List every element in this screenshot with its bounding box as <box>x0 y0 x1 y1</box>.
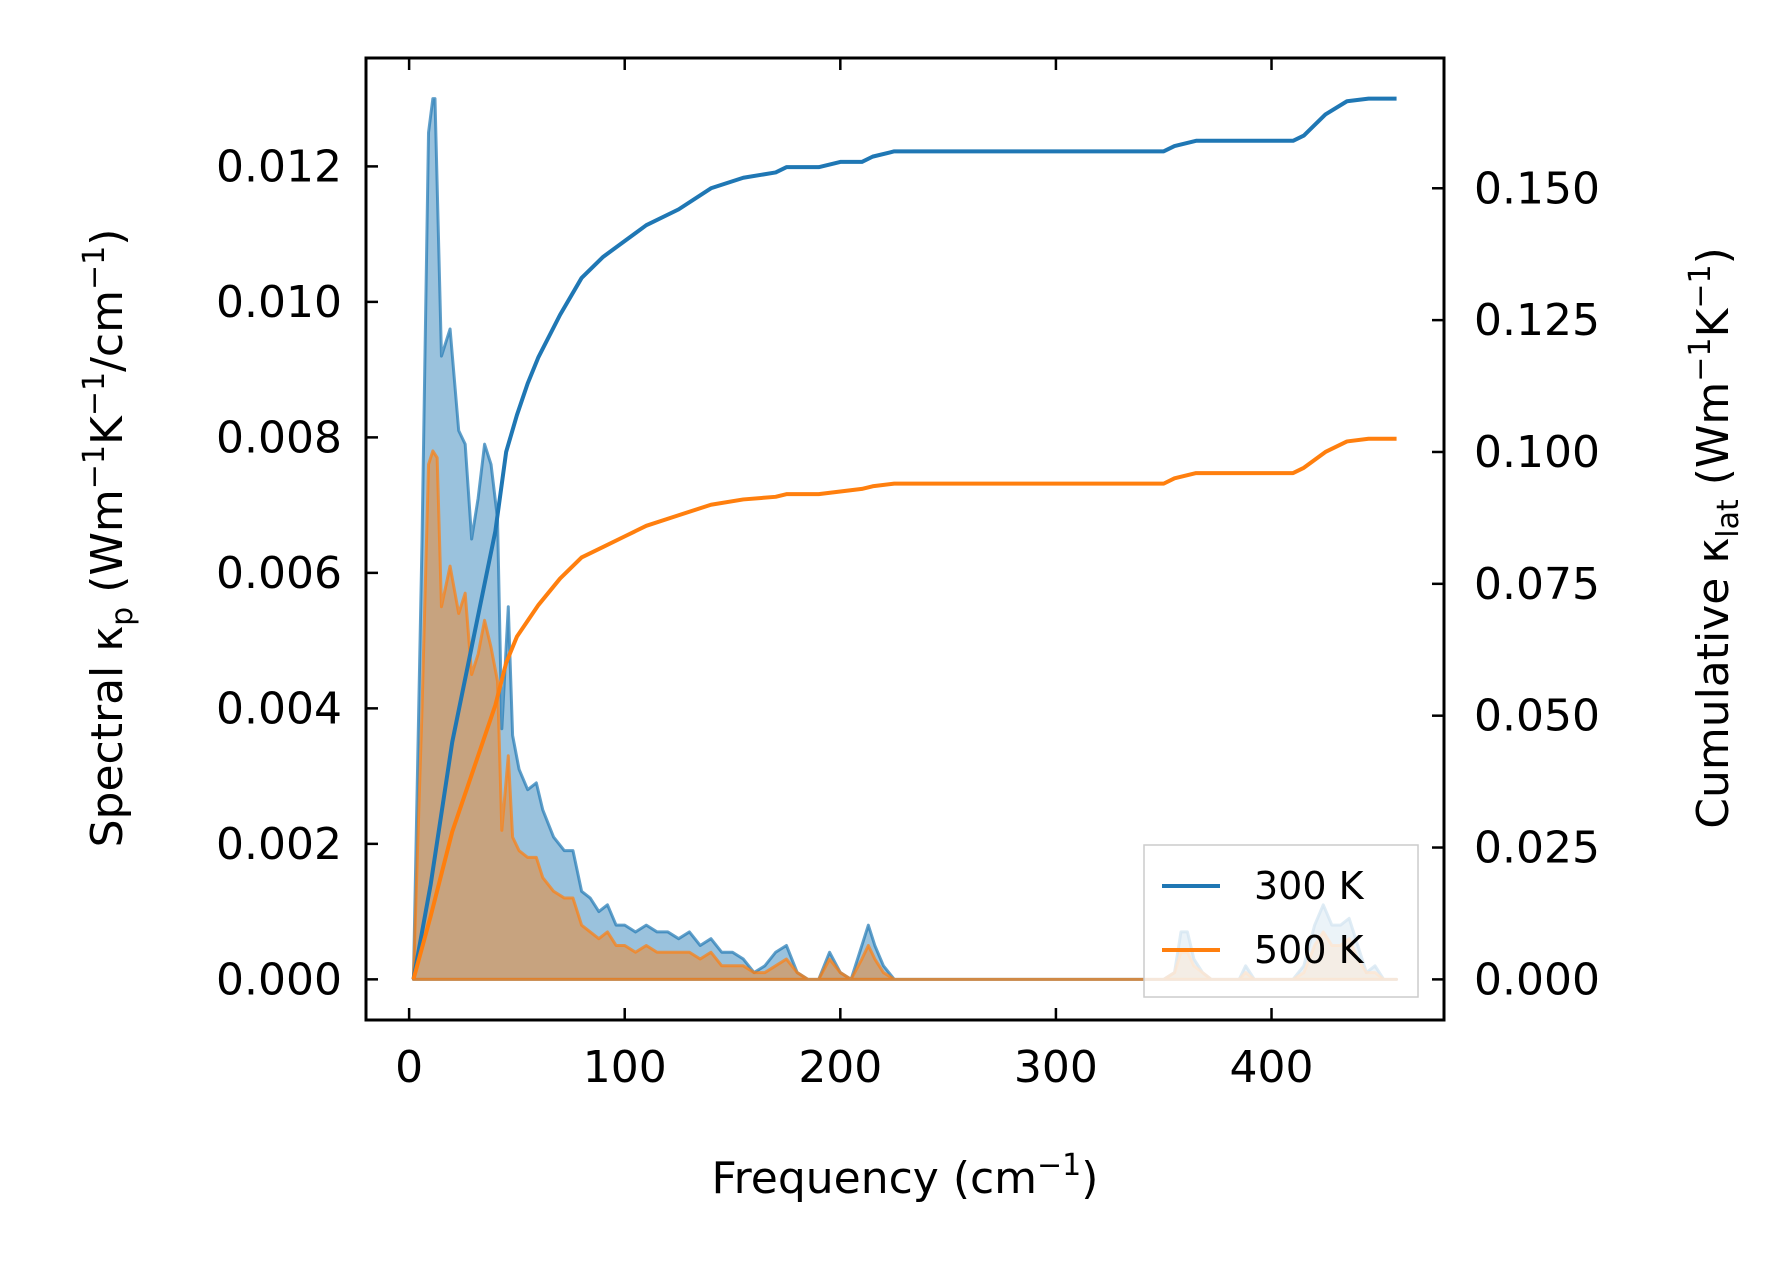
left-axis-label: Spectral κp (Wm−1K−1/cm−1) <box>77 229 140 848</box>
cumulative-line-300k <box>411 96 1397 980</box>
left-tick-label-1: 0.002 <box>216 819 342 870</box>
x-tick-label-4: 400 <box>1230 1042 1314 1093</box>
left-tick-label-6: 0.012 <box>216 141 342 192</box>
cumulative-lines <box>411 96 1397 980</box>
left-tick-label-5: 0.010 <box>216 277 342 328</box>
legend-label-500k: 500 K <box>1254 928 1365 972</box>
x-tick-label-1: 100 <box>583 1042 667 1093</box>
right-tick-label-4: 0.100 <box>1474 427 1600 478</box>
right-tick-label-2: 0.050 <box>1474 691 1600 742</box>
right-tick-label-0: 0.000 <box>1474 954 1600 1005</box>
right-tick-label-5: 0.125 <box>1474 295 1600 346</box>
legend: 300 K 500 K <box>1143 844 1419 998</box>
x-axis-label: Frequency (cm−1) <box>712 1148 1099 1204</box>
x-tick-label-2: 200 <box>798 1042 882 1093</box>
legend-box <box>1143 844 1419 998</box>
left-tick-label-4: 0.008 <box>216 412 342 463</box>
left-tick-label-2: 0.004 <box>216 683 342 734</box>
x-tick-label-3: 300 <box>1014 1042 1098 1093</box>
left-tick-label-3: 0.006 <box>216 548 342 599</box>
x-tick-label-0: 0 <box>395 1042 423 1093</box>
cumulative-line-500k <box>411 436 1397 980</box>
right-tick-label-3: 0.075 <box>1474 559 1600 610</box>
legend-label-300k: 300 K <box>1254 864 1365 908</box>
right-tick-label-6: 0.150 <box>1474 163 1600 214</box>
plot-frame <box>364 56 1446 1022</box>
x-axis-ticks: 0 100 200 300 400 <box>395 58 1314 1093</box>
left-axis-ticks: 0.000 0.002 0.004 0.006 0.008 0.010 0.012 <box>216 141 378 1005</box>
right-axis-label: Cumulative κlat (Wm−1K−1) <box>1683 247 1746 829</box>
left-tick-label-0: 0.000 <box>216 954 342 1005</box>
right-tick-label-1: 0.025 <box>1474 823 1600 874</box>
right-axis-ticks: 0.000 0.025 0.050 0.075 0.100 0.125 0.150 <box>1432 163 1600 1005</box>
